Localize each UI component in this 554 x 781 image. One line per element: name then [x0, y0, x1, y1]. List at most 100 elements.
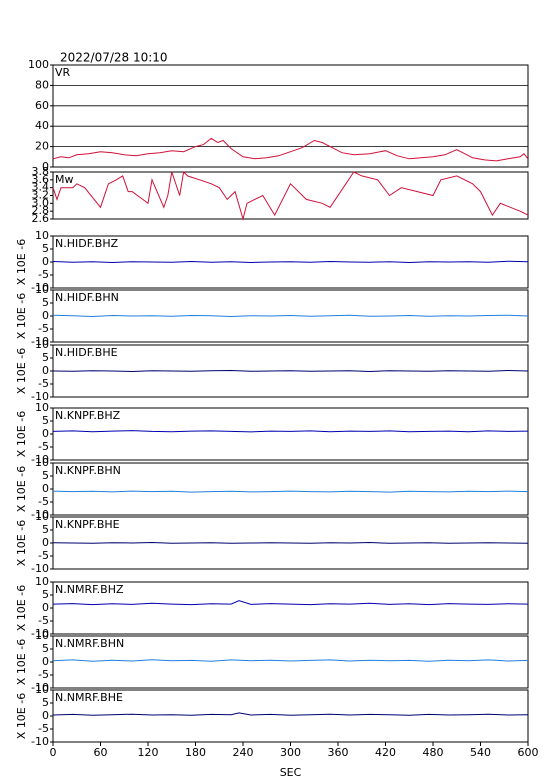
panel-label: N.KNPF.BHZ	[55, 409, 121, 422]
y-tick-label: 2.6	[32, 212, 50, 225]
y-tick-label: 5	[42, 242, 49, 255]
panel-frame	[52, 462, 529, 516]
y-axis-label: X 10E -6	[15, 293, 28, 339]
y-axis-label: X 10E -6	[15, 411, 28, 457]
x-tick-label: 0	[50, 746, 57, 759]
trace	[52, 314, 529, 318]
y-tick-label: 5	[42, 523, 49, 536]
y-tick-label: 0	[42, 709, 49, 722]
panel-label: VR	[55, 66, 71, 79]
panel-label: N.HIDF.BHE	[55, 346, 118, 359]
trace	[52, 659, 529, 662]
y-tick-label: 2.8	[32, 204, 50, 217]
y-tick-label: 60	[35, 99, 49, 112]
y-axis-label: X 10E -6	[15, 466, 28, 512]
y-tick-label: 5	[42, 296, 49, 309]
y-tick-label: -10	[31, 335, 49, 348]
panel-label: N.HIDF.BHN	[55, 291, 119, 304]
y-tick-label: -5	[38, 440, 49, 453]
y-tick-label: -5	[38, 722, 49, 735]
y-tick-label: -5	[38, 549, 49, 562]
y-tick-label: 3.4	[32, 181, 50, 194]
y-axis-label: X 10E -6	[15, 639, 28, 685]
y-tick-label: -5	[38, 268, 49, 281]
x-tick-label: 120	[138, 746, 159, 759]
trace	[52, 712, 529, 716]
y-tick-label: 3.2	[32, 189, 50, 202]
panel-label: N.HIDF.BHZ	[55, 237, 119, 250]
trace	[52, 260, 529, 264]
x-tick-label: 420	[375, 746, 396, 759]
panel-frame	[52, 635, 529, 689]
x-tick-label: 60	[94, 746, 108, 759]
y-tick-label: -5	[38, 668, 49, 681]
y-tick-label: 5	[42, 696, 49, 709]
trace	[52, 490, 529, 493]
y-tick-label: 0	[42, 536, 49, 549]
y-tick-label: 0	[42, 255, 49, 268]
y-tick-label: -10	[31, 281, 49, 294]
panel-label: N.KNPF.BHN	[55, 464, 121, 477]
y-tick-label: 10	[35, 456, 49, 469]
y-tick-label: 10	[35, 401, 49, 414]
y-tick-label: 10	[35, 629, 49, 642]
y-tick-label: -10	[31, 508, 49, 521]
y-tick-label: 5	[42, 588, 49, 601]
y-tick-label: -10	[31, 627, 49, 640]
panel-label: N.NMRF.BHN	[55, 637, 124, 650]
trace	[52, 600, 529, 606]
x-tick-label: 600	[518, 746, 539, 759]
y-tick-label: 10	[35, 575, 49, 588]
panel-label: Mw	[55, 173, 74, 186]
y-tick-label: 80	[35, 78, 49, 91]
x-tick-label: 540	[470, 746, 491, 759]
y-tick-label: -5	[38, 322, 49, 335]
panel-frame	[52, 689, 529, 743]
y-axis-label: X 10E -6	[15, 693, 28, 739]
y-tick-label: 5	[42, 642, 49, 655]
plot-title: 2022/07/28 10:10	[60, 51, 168, 65]
y-axis-label: X 10E -6	[15, 348, 28, 394]
y-axis-label: X 10E -6	[15, 520, 28, 566]
y-tick-label: -5	[38, 614, 49, 627]
y-axis-label: X 10E -6	[15, 585, 28, 631]
y-tick-label: -10	[31, 735, 49, 748]
panel-frame	[52, 581, 529, 635]
y-tick-label: 0	[42, 160, 49, 173]
trace	[52, 369, 529, 373]
y-tick-label: 10	[35, 683, 49, 696]
x-tick-label: 240	[233, 746, 254, 759]
y-tick-label: 100	[28, 58, 49, 71]
panel-label: N.NMRF.BHE	[55, 691, 123, 704]
y-tick-label: -5	[38, 377, 49, 390]
y-tick-label: 10	[35, 338, 49, 351]
trace	[52, 137, 529, 162]
y-tick-label: -10	[31, 562, 49, 575]
y-tick-label: -10	[31, 453, 49, 466]
y-tick-label: -10	[31, 681, 49, 694]
y-tick-label: 0	[42, 309, 49, 322]
panel-label: N.KNPF.BHE	[55, 518, 120, 531]
y-axis-label: X 10E -6	[15, 239, 28, 285]
y-tick-label: 5	[42, 414, 49, 427]
y-tick-label: 0	[42, 601, 49, 614]
y-tick-label: 3.6	[32, 173, 50, 186]
trace	[52, 170, 529, 221]
panel-frame	[52, 407, 529, 461]
y-tick-label: 20	[35, 140, 49, 153]
y-tick-label: 3.8	[32, 165, 50, 178]
y-tick-label: 0	[42, 364, 49, 377]
y-tick-label: 40	[35, 119, 49, 132]
y-tick-label: 0	[42, 427, 49, 440]
trace	[52, 430, 529, 433]
y-tick-label: 0	[42, 655, 49, 668]
y-tick-label: -10	[31, 390, 49, 403]
y-tick-label: 10	[35, 283, 49, 296]
y-tick-label: -5	[38, 495, 49, 508]
trace	[52, 541, 529, 544]
y-tick-label: 5	[42, 351, 49, 364]
x-tick-label: 480	[423, 746, 444, 759]
y-tick-label: 0	[42, 482, 49, 495]
x-axis-label: SEC	[280, 766, 302, 779]
